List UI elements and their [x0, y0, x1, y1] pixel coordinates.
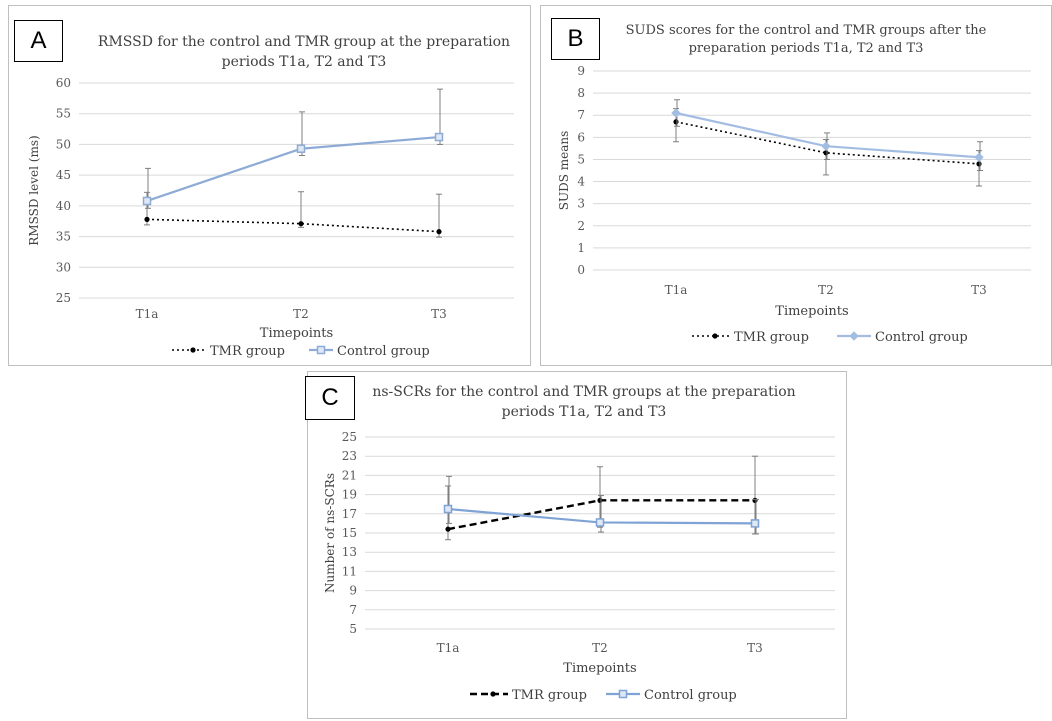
chart-panel-c: C ns-SCRs for the control and TMR groups… [305, 371, 847, 719]
y-axis-title: SUDS means [557, 131, 571, 211]
y-axis-title: Number of ns-SCRs [323, 473, 337, 593]
chart-title-line: SUDS scores for the control and TMR grou… [626, 23, 987, 38]
y-tick-label: 45 [56, 168, 71, 182]
data-point [434, 132, 444, 142]
chart-title-line: RMSSD for the control and TMR group at t… [98, 34, 510, 50]
x-tick-label: T1a [136, 307, 159, 321]
data-point [296, 144, 306, 153]
y-tick-label: 21 [342, 468, 357, 482]
y-tick-label: 40 [56, 199, 71, 213]
y-tick-label: 5 [577, 152, 585, 166]
data-point [436, 229, 442, 235]
y-tick-label: 0 [577, 263, 585, 277]
chart-a-plot: RMSSD for the control and TMR group at t… [27, 34, 514, 359]
panel-label-c: C [305, 376, 355, 420]
y-tick-label: 35 [56, 230, 71, 244]
y-tick-label: 50 [56, 137, 71, 151]
legend-marker [712, 333, 718, 339]
legend-label: TMR group [734, 330, 809, 345]
y-tick-label: 5 [349, 622, 357, 636]
legend-label: Control group [337, 344, 430, 359]
legend-marker [490, 691, 496, 697]
data-point [298, 221, 304, 227]
y-tick-label: 25 [342, 430, 357, 444]
x-tick-label: T3 [747, 641, 763, 655]
series-line [146, 135, 440, 202]
chart-panel-a: A RMSSD for the control and TMR group at… [8, 5, 531, 366]
series-line [146, 218, 440, 233]
data-point [976, 161, 982, 167]
y-tick-label: 6 [577, 130, 585, 144]
y-tick-label: 23 [342, 449, 357, 463]
y-tick-label: 9 [577, 64, 585, 78]
data-point [144, 216, 150, 222]
legend-marker [190, 347, 196, 353]
data-point [671, 108, 681, 118]
x-tick-label: T2 [818, 283, 834, 297]
chart-title-line: preparation periods T1a, T2 and T3 [689, 41, 924, 56]
legend-label: Control group [875, 330, 968, 345]
y-tick-label: 8 [577, 86, 585, 100]
legend-label: TMR group [512, 688, 587, 703]
y-tick-label: 1 [577, 241, 585, 255]
data-point [142, 196, 152, 206]
chart-title-line: periods T1a, T2 and T3 [222, 54, 387, 70]
y-tick-label: 4 [577, 175, 585, 189]
x-axis-title: Timepoints [775, 304, 848, 319]
legend-label: Control group [644, 688, 737, 703]
series-line [675, 121, 980, 165]
y-tick-label: 2 [577, 219, 585, 233]
data-point [752, 497, 758, 503]
data-point [445, 526, 451, 532]
legend-marker [316, 345, 326, 355]
x-tick-label: T1a [665, 283, 688, 297]
x-axis-title: Timepoints [260, 326, 333, 341]
legend-label: TMR group [210, 344, 285, 359]
data-point [974, 152, 984, 162]
x-axis-title: Timepoints [563, 661, 636, 676]
data-point [597, 497, 603, 503]
chart-title-line: ns-SCRs for the control and TMR groups a… [372, 384, 795, 400]
y-tick-label: 55 [56, 107, 71, 121]
y-tick-label: 7 [349, 603, 357, 617]
data-point [673, 119, 679, 125]
x-tick-label: T3 [431, 307, 447, 321]
y-tick-label: 60 [56, 76, 71, 90]
x-tick-label: T2 [293, 307, 309, 321]
y-tick-label: 7 [577, 108, 585, 122]
y-tick-label: 19 [342, 488, 357, 502]
x-tick-label: T3 [971, 283, 987, 297]
y-axis-title: RMSSD level (ms) [27, 135, 41, 245]
legend-marker [849, 331, 859, 341]
y-tick-label: 3 [577, 197, 585, 211]
y-tick-label: 11 [342, 564, 357, 578]
y-tick-label: 25 [56, 291, 71, 305]
chart-title-line: periods T1a, T2 and T3 [502, 404, 667, 420]
data-point [595, 518, 605, 527]
chart-c-plot: ns-SCRs for the control and TMR groups a… [323, 384, 835, 703]
chart-b-plot: SUDS scores for the control and TMR grou… [557, 23, 1031, 345]
chart-panel-b: B SUDS scores for the control and TMR gr… [540, 5, 1052, 366]
y-tick-label: 15 [342, 526, 357, 540]
data-point [750, 519, 760, 528]
legend-marker [618, 689, 628, 699]
data-point [821, 141, 831, 151]
panel-label-b: B [551, 18, 600, 60]
y-tick-label: 9 [349, 584, 357, 598]
y-tick-label: 30 [56, 260, 71, 274]
x-tick-label: T2 [592, 641, 608, 655]
x-tick-label: T1a [437, 641, 460, 655]
data-point [823, 150, 829, 156]
panel-label-a: A [14, 20, 63, 62]
y-tick-label: 17 [342, 507, 357, 521]
y-tick-label: 13 [342, 545, 357, 559]
data-point [443, 504, 453, 514]
